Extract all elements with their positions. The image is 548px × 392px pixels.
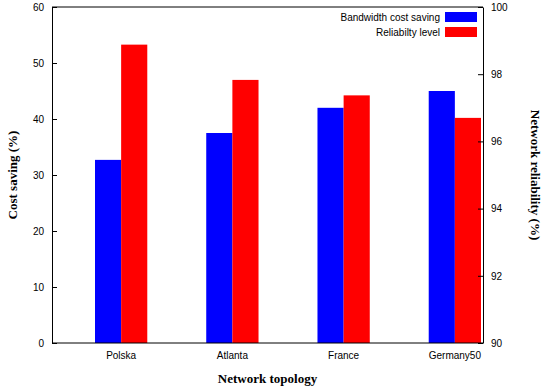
legend-swatch — [445, 27, 477, 37]
tick: 20 — [33, 226, 57, 237]
tick: 40 — [33, 114, 57, 125]
tick-label: 30 — [33, 170, 45, 181]
tick-label: 96 — [491, 136, 503, 147]
bar — [455, 118, 481, 343]
tick-label: 10 — [33, 282, 45, 293]
y2-axis: 90 92 94 96 98 100 — [478, 2, 508, 349]
legend-label: Bandwidth cost saving — [340, 12, 440, 23]
tick-label: 60 — [33, 2, 45, 13]
bar — [121, 45, 147, 343]
x-axis: Polska Atlanta France Germany50 — [52, 343, 483, 361]
tick: 92 — [478, 271, 503, 282]
tick-label: Germany50 — [429, 350, 482, 361]
tick-mark — [52, 287, 57, 288]
y-title: Cost saving (%) — [5, 131, 20, 220]
tick: Germany50 — [429, 350, 482, 361]
tick: 98 — [478, 69, 503, 80]
tick-label: 92 — [491, 271, 503, 282]
tick-label: 100 — [491, 2, 508, 13]
tick: 50 — [33, 58, 57, 69]
tick-mark — [478, 141, 483, 142]
frame — [52, 7, 483, 8]
tick-label: 20 — [33, 226, 45, 237]
bar — [95, 160, 121, 343]
axis-line — [483, 8, 484, 344]
tick-mark — [478, 209, 483, 210]
y-axis: 0 10 20 30 40 50 60 — [33, 2, 57, 349]
bars — [95, 45, 481, 343]
legend-label: Reliabilty level — [376, 27, 440, 38]
y2-title: Network reliability (%) — [528, 110, 543, 240]
tick-label: 94 — [491, 203, 503, 214]
legend-swatch — [445, 12, 477, 22]
axis-line — [52, 343, 483, 344]
tick-mark — [52, 175, 57, 176]
tick-label: 40 — [33, 114, 45, 125]
tick-label: 0 — [38, 338, 44, 349]
tick-mark — [52, 231, 57, 232]
tick-mark — [52, 119, 57, 120]
tick-label: 50 — [33, 58, 45, 69]
tick-label: 90 — [491, 338, 503, 349]
tick-mark — [478, 74, 483, 75]
tick: 10 — [33, 282, 57, 293]
bar — [344, 95, 370, 343]
bar — [232, 80, 258, 343]
bar — [206, 133, 232, 343]
tick: 96 — [478, 136, 503, 147]
bar — [429, 91, 455, 343]
chart: 0 10 20 30 40 50 60 90 92 94 96 98 100 Polska Atlanta F… — [0, 0, 548, 392]
bar — [317, 108, 343, 343]
tick-label: Atlanta — [217, 350, 249, 361]
tick: Atlanta — [217, 350, 249, 361]
legend: Bandwidth cost saving Reliabilty level — [340, 12, 477, 38]
tick-label: France — [328, 350, 360, 361]
tick: Polska — [106, 350, 136, 361]
tick-mark — [478, 276, 483, 277]
tick: 30 — [33, 170, 57, 181]
tick-label: Polska — [106, 350, 136, 361]
tick: 94 — [478, 203, 503, 214]
x-title: Network topology — [218, 371, 318, 386]
tick-label: 98 — [491, 69, 503, 80]
tick: France — [328, 350, 360, 361]
tick-mark — [52, 63, 57, 64]
